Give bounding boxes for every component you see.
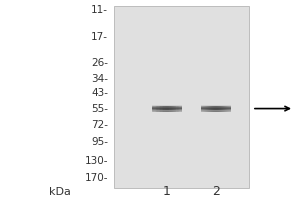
Bar bbox=[166, 106, 167, 112]
Bar bbox=[173, 106, 175, 112]
Text: 26-: 26- bbox=[91, 58, 108, 68]
Bar bbox=[211, 106, 212, 112]
Bar bbox=[222, 106, 223, 112]
Bar bbox=[169, 106, 171, 112]
Text: 34-: 34- bbox=[91, 74, 108, 84]
Bar bbox=[201, 108, 231, 109]
Bar bbox=[152, 108, 182, 109]
Bar bbox=[157, 106, 158, 112]
Bar bbox=[202, 106, 203, 112]
Text: 17-: 17- bbox=[91, 32, 108, 42]
Bar bbox=[201, 106, 202, 112]
Bar bbox=[152, 106, 153, 112]
Bar bbox=[223, 106, 224, 112]
Bar bbox=[228, 106, 229, 112]
Bar bbox=[155, 106, 157, 112]
Bar bbox=[152, 106, 154, 112]
Bar bbox=[158, 106, 159, 112]
Bar bbox=[201, 107, 231, 108]
Bar bbox=[212, 106, 213, 112]
Bar bbox=[201, 110, 231, 111]
Bar bbox=[172, 106, 174, 112]
Bar bbox=[160, 106, 161, 112]
Bar bbox=[220, 106, 221, 112]
Bar bbox=[172, 106, 173, 112]
Bar bbox=[160, 106, 162, 112]
Bar bbox=[167, 106, 168, 112]
Bar bbox=[152, 110, 182, 111]
Bar bbox=[210, 106, 211, 112]
Bar bbox=[179, 106, 181, 112]
Bar bbox=[201, 107, 231, 108]
Bar bbox=[178, 106, 180, 112]
Bar bbox=[154, 106, 155, 112]
Bar bbox=[215, 106, 216, 112]
Text: 130-: 130- bbox=[85, 156, 108, 166]
Bar bbox=[208, 106, 209, 112]
Bar bbox=[152, 109, 182, 110]
Text: 170-: 170- bbox=[85, 173, 108, 183]
Bar bbox=[219, 106, 220, 112]
Bar bbox=[176, 106, 178, 112]
Bar bbox=[167, 106, 169, 112]
Bar bbox=[214, 106, 215, 112]
Bar bbox=[170, 106, 172, 112]
Bar bbox=[225, 106, 226, 112]
Bar bbox=[152, 107, 182, 108]
Bar bbox=[161, 106, 163, 112]
Bar bbox=[204, 106, 205, 112]
Bar bbox=[158, 106, 160, 112]
Bar bbox=[154, 106, 156, 112]
Bar bbox=[230, 106, 231, 112]
Bar bbox=[227, 106, 228, 112]
Text: 11-: 11- bbox=[91, 5, 108, 15]
Bar bbox=[224, 106, 225, 112]
Bar bbox=[221, 106, 222, 112]
Bar bbox=[205, 106, 206, 112]
Text: 1: 1 bbox=[163, 185, 170, 198]
Bar bbox=[152, 110, 182, 111]
Text: kDa: kDa bbox=[49, 187, 71, 197]
Bar bbox=[201, 110, 231, 111]
Bar bbox=[163, 106, 164, 112]
Bar bbox=[114, 6, 249, 188]
Bar bbox=[201, 106, 231, 107]
Text: 95-: 95- bbox=[91, 137, 108, 147]
Bar bbox=[201, 105, 231, 106]
Bar bbox=[178, 106, 179, 112]
Bar bbox=[152, 108, 182, 109]
Bar bbox=[169, 106, 170, 112]
Bar bbox=[164, 106, 165, 112]
Bar bbox=[201, 109, 231, 110]
Bar bbox=[152, 107, 182, 108]
Bar bbox=[229, 106, 230, 112]
Bar bbox=[175, 106, 176, 112]
Bar bbox=[217, 106, 218, 112]
Bar bbox=[207, 106, 208, 112]
Bar bbox=[152, 105, 182, 106]
Bar bbox=[218, 106, 219, 112]
Bar bbox=[206, 106, 207, 112]
Bar bbox=[209, 106, 210, 112]
Bar bbox=[176, 106, 177, 112]
Text: 72-: 72- bbox=[91, 120, 108, 130]
Text: 2: 2 bbox=[212, 185, 220, 198]
Bar bbox=[201, 111, 231, 112]
Bar bbox=[226, 106, 227, 112]
Bar bbox=[152, 106, 182, 107]
Text: 55-: 55- bbox=[91, 104, 108, 114]
Bar bbox=[181, 106, 182, 112]
Bar bbox=[216, 106, 217, 112]
Bar bbox=[203, 106, 204, 112]
Bar bbox=[201, 108, 231, 109]
Text: 43-: 43- bbox=[91, 88, 108, 98]
Bar bbox=[213, 106, 214, 112]
Bar bbox=[152, 111, 182, 112]
Bar bbox=[164, 106, 166, 112]
